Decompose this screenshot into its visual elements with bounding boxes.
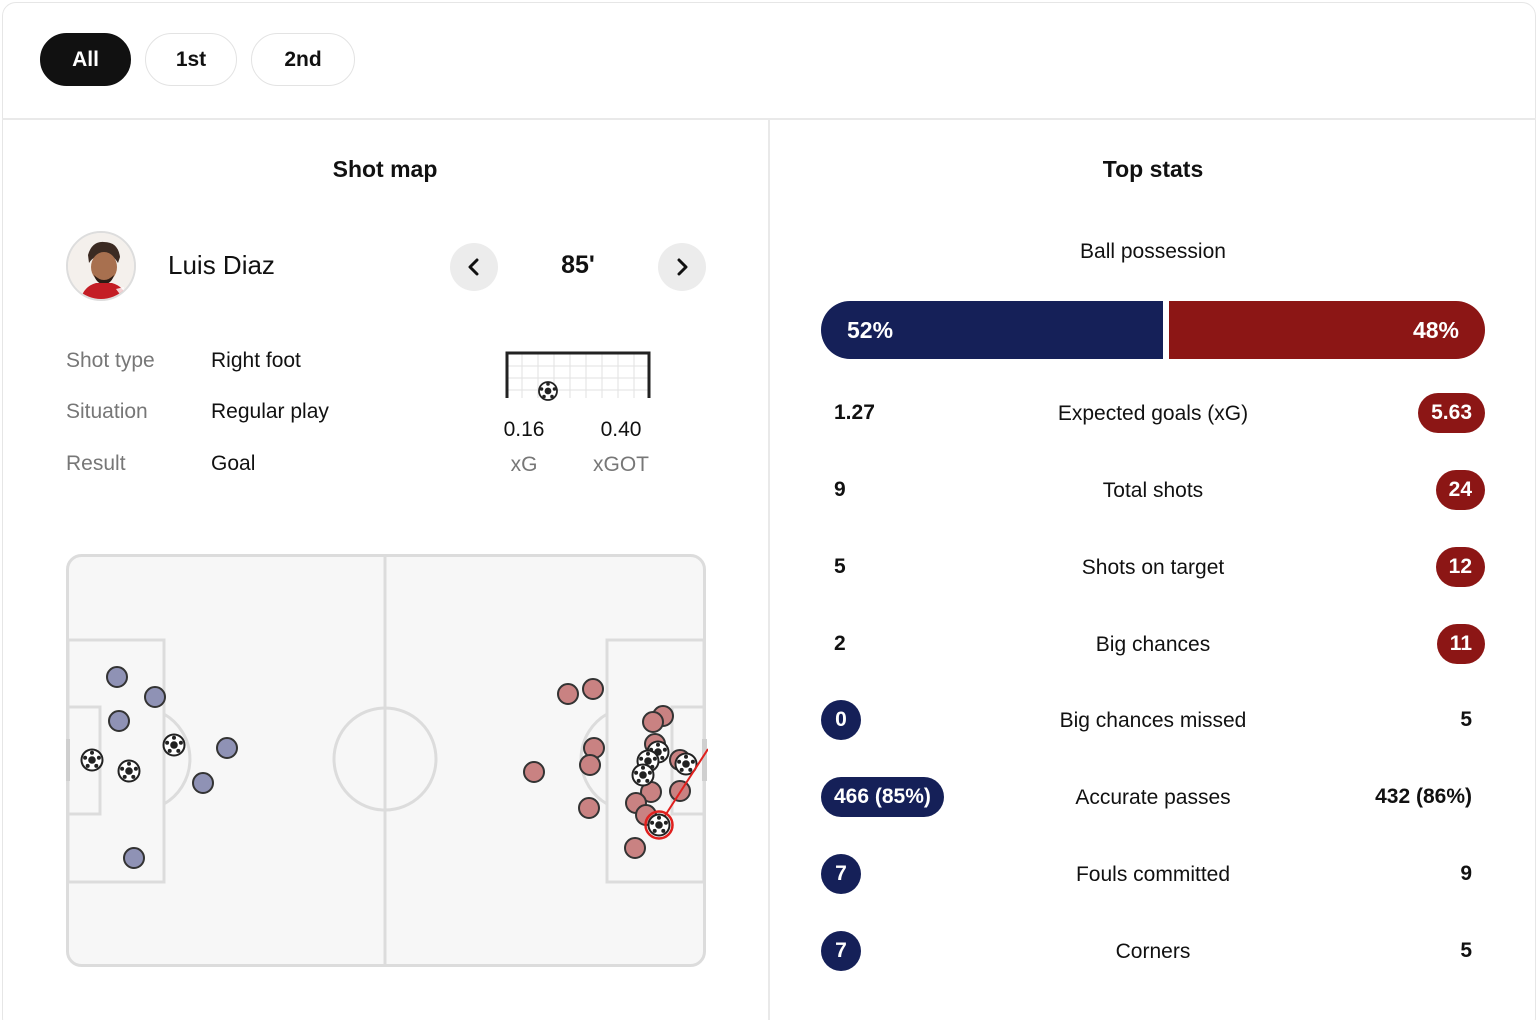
player-name[interactable]: Luis Diaz	[168, 250, 275, 280]
stat-home-value: 0	[821, 700, 861, 740]
possession-home: 52%	[821, 301, 1164, 359]
home-shot	[144, 686, 166, 708]
situation-label: Situation	[66, 400, 148, 423]
home-goal-ball-icon	[80, 748, 104, 772]
away-shot	[578, 797, 600, 819]
shot-map-pitch[interactable]	[66, 554, 708, 970]
goal-frame-icon	[505, 351, 651, 401]
stat-label: Fouls committed	[1075, 863, 1231, 886]
column-divider	[768, 119, 770, 1020]
stat-row: 2 Big chances 11	[821, 624, 1485, 668]
tab-first-half[interactable]: 1st	[145, 33, 237, 86]
chevron-right-icon	[677, 258, 688, 276]
player-avatar[interactable]	[66, 231, 136, 301]
stat-row: 9 Total shots 24	[821, 470, 1485, 514]
away-shot	[579, 754, 601, 776]
shot-minute: 85'	[561, 251, 595, 279]
top-stats-title: Top stats	[1102, 156, 1204, 182]
stat-row: 466 (85%) Accurate passes 432 (86%)	[821, 777, 1485, 821]
stat-home-value: 1.27	[834, 401, 875, 424]
home-goal-ball-icon	[117, 759, 141, 783]
stat-away-value: 432 (86%)	[1375, 785, 1472, 808]
away-shot	[582, 678, 604, 700]
stat-label: Accurate passes	[1075, 786, 1231, 809]
stat-away-value: 5	[1460, 708, 1472, 731]
tab-all[interactable]: All	[40, 33, 131, 86]
chevron-left-icon	[468, 258, 479, 276]
home-shot	[106, 666, 128, 688]
stat-label: Shots on target	[1081, 556, 1225, 579]
away-goal-ball-icon	[631, 763, 655, 787]
stat-home-value: 2	[834, 632, 846, 655]
possession-label: Ball possession	[1080, 240, 1226, 263]
stat-label: Big chances missed	[1059, 709, 1247, 732]
period-tabs: All 1st 2nd	[40, 33, 355, 86]
selected-shot-ball-icon	[647, 813, 671, 837]
stat-row: 5 Shots on target 12	[821, 547, 1485, 591]
home-shot	[216, 737, 238, 759]
stat-away-value: 9	[1460, 862, 1472, 885]
stat-row: 1.27 Expected goals (xG) 5.63	[821, 393, 1485, 437]
stat-label: Expected goals (xG)	[1057, 402, 1249, 425]
stat-away-value: 11	[1436, 624, 1485, 664]
stat-label: Corners	[1115, 940, 1191, 963]
stat-row: 0 Big chances missed 5	[821, 700, 1485, 744]
stat-home-value: 9	[834, 478, 846, 501]
goal-ball-icon	[538, 381, 558, 401]
possession-away: 48%	[1169, 301, 1485, 359]
situation-value: Regular play	[211, 400, 329, 423]
result-label: Result	[66, 452, 126, 475]
away-shot	[523, 761, 545, 783]
home-goal-ball-icon	[162, 733, 186, 757]
stat-home-value: 5	[834, 555, 846, 578]
away-shot	[557, 683, 579, 705]
selected-shot-trajectory	[658, 748, 708, 826]
stat-label: Big chances	[1095, 633, 1211, 656]
stat-row: 7 Fouls committed 9	[821, 854, 1485, 898]
xg-value: 0.16	[503, 418, 545, 441]
xgot-value: 0.40	[600, 418, 642, 441]
away-shots	[523, 678, 691, 859]
possession-bar: 52% 48%	[821, 301, 1485, 359]
home-shot	[108, 710, 130, 732]
shot-type-value: Right foot	[211, 349, 301, 372]
stat-away-value: 24	[1435, 470, 1485, 510]
stat-away-value: 5	[1460, 939, 1472, 962]
header-divider	[2, 118, 1536, 120]
stat-label: Total shots	[1102, 479, 1204, 502]
xg-label: xG	[510, 453, 538, 476]
stat-away-value: 12	[1435, 547, 1485, 587]
shot-type-label: Shot type	[66, 349, 155, 372]
home-shot	[123, 847, 145, 869]
home-shots	[106, 666, 238, 869]
next-shot-button[interactable]	[658, 243, 706, 291]
stat-home-value: 7	[821, 854, 861, 894]
stat-home-value: 466 (85%)	[821, 777, 944, 817]
xgot-label: xGOT	[593, 453, 649, 476]
stat-away-value: 5.63	[1418, 393, 1485, 433]
result-value: Goal	[211, 452, 256, 475]
selected-shot-ring	[644, 810, 674, 840]
away-shot	[642, 711, 664, 733]
player-photo-icon	[68, 233, 134, 299]
previous-shot-button[interactable]	[450, 243, 498, 291]
away-shot	[624, 837, 646, 859]
shot-map-title: Shot map	[332, 156, 438, 182]
stat-home-value: 7	[821, 931, 861, 971]
tab-second-half[interactable]: 2nd	[251, 33, 355, 86]
stat-row: 7 Corners 5	[821, 931, 1485, 975]
home-shot	[192, 772, 214, 794]
